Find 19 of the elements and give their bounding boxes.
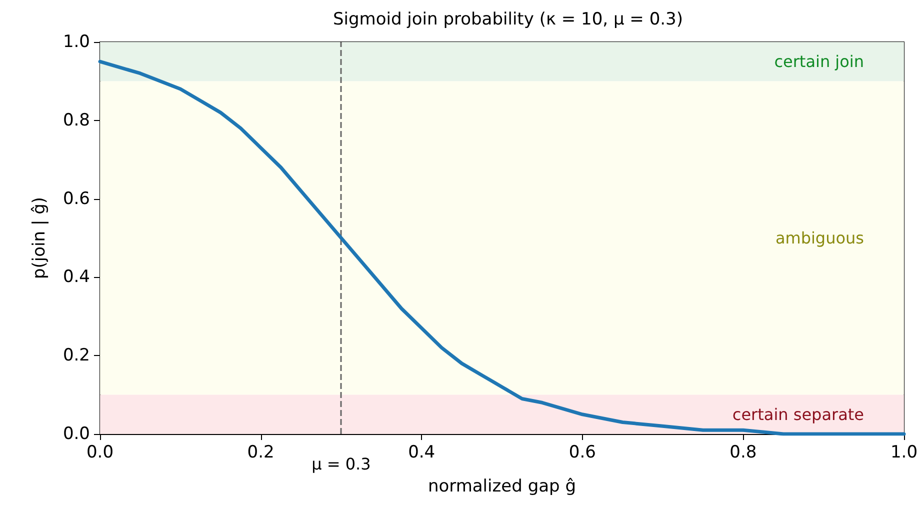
band-label: ambiguous [775, 228, 864, 248]
band-label: certain join [774, 52, 864, 72]
y-tick-label: 0.8 [62, 110, 90, 130]
y-tick-label: 0.0 [62, 424, 90, 444]
x-tick-label: 0.2 [247, 442, 274, 462]
x-tick-label: 1.0 [890, 442, 918, 462]
x-tick-label: 0.4 [408, 442, 436, 462]
x-tick-label: 0.6 [568, 442, 596, 462]
y-tick-label: 0.2 [62, 346, 90, 366]
x-tick-label: 0.8 [730, 442, 757, 462]
x-axis-title: normalized gap ĝ [428, 476, 576, 496]
y-tick-label: 0.4 [62, 267, 90, 288]
ref-line-label: μ = 0.3 [312, 454, 371, 474]
chart-title: Sigmoid join probability (κ = 10, μ = 0.3) [333, 10, 683, 30]
y-tick-label: 0.6 [62, 188, 90, 209]
band-label: certain separate [732, 404, 864, 424]
y-axis-title: p(join | ĝ) [30, 196, 50, 280]
y-tick-label: 1.0 [62, 32, 90, 52]
x-tick-label: 0.0 [86, 442, 114, 462]
